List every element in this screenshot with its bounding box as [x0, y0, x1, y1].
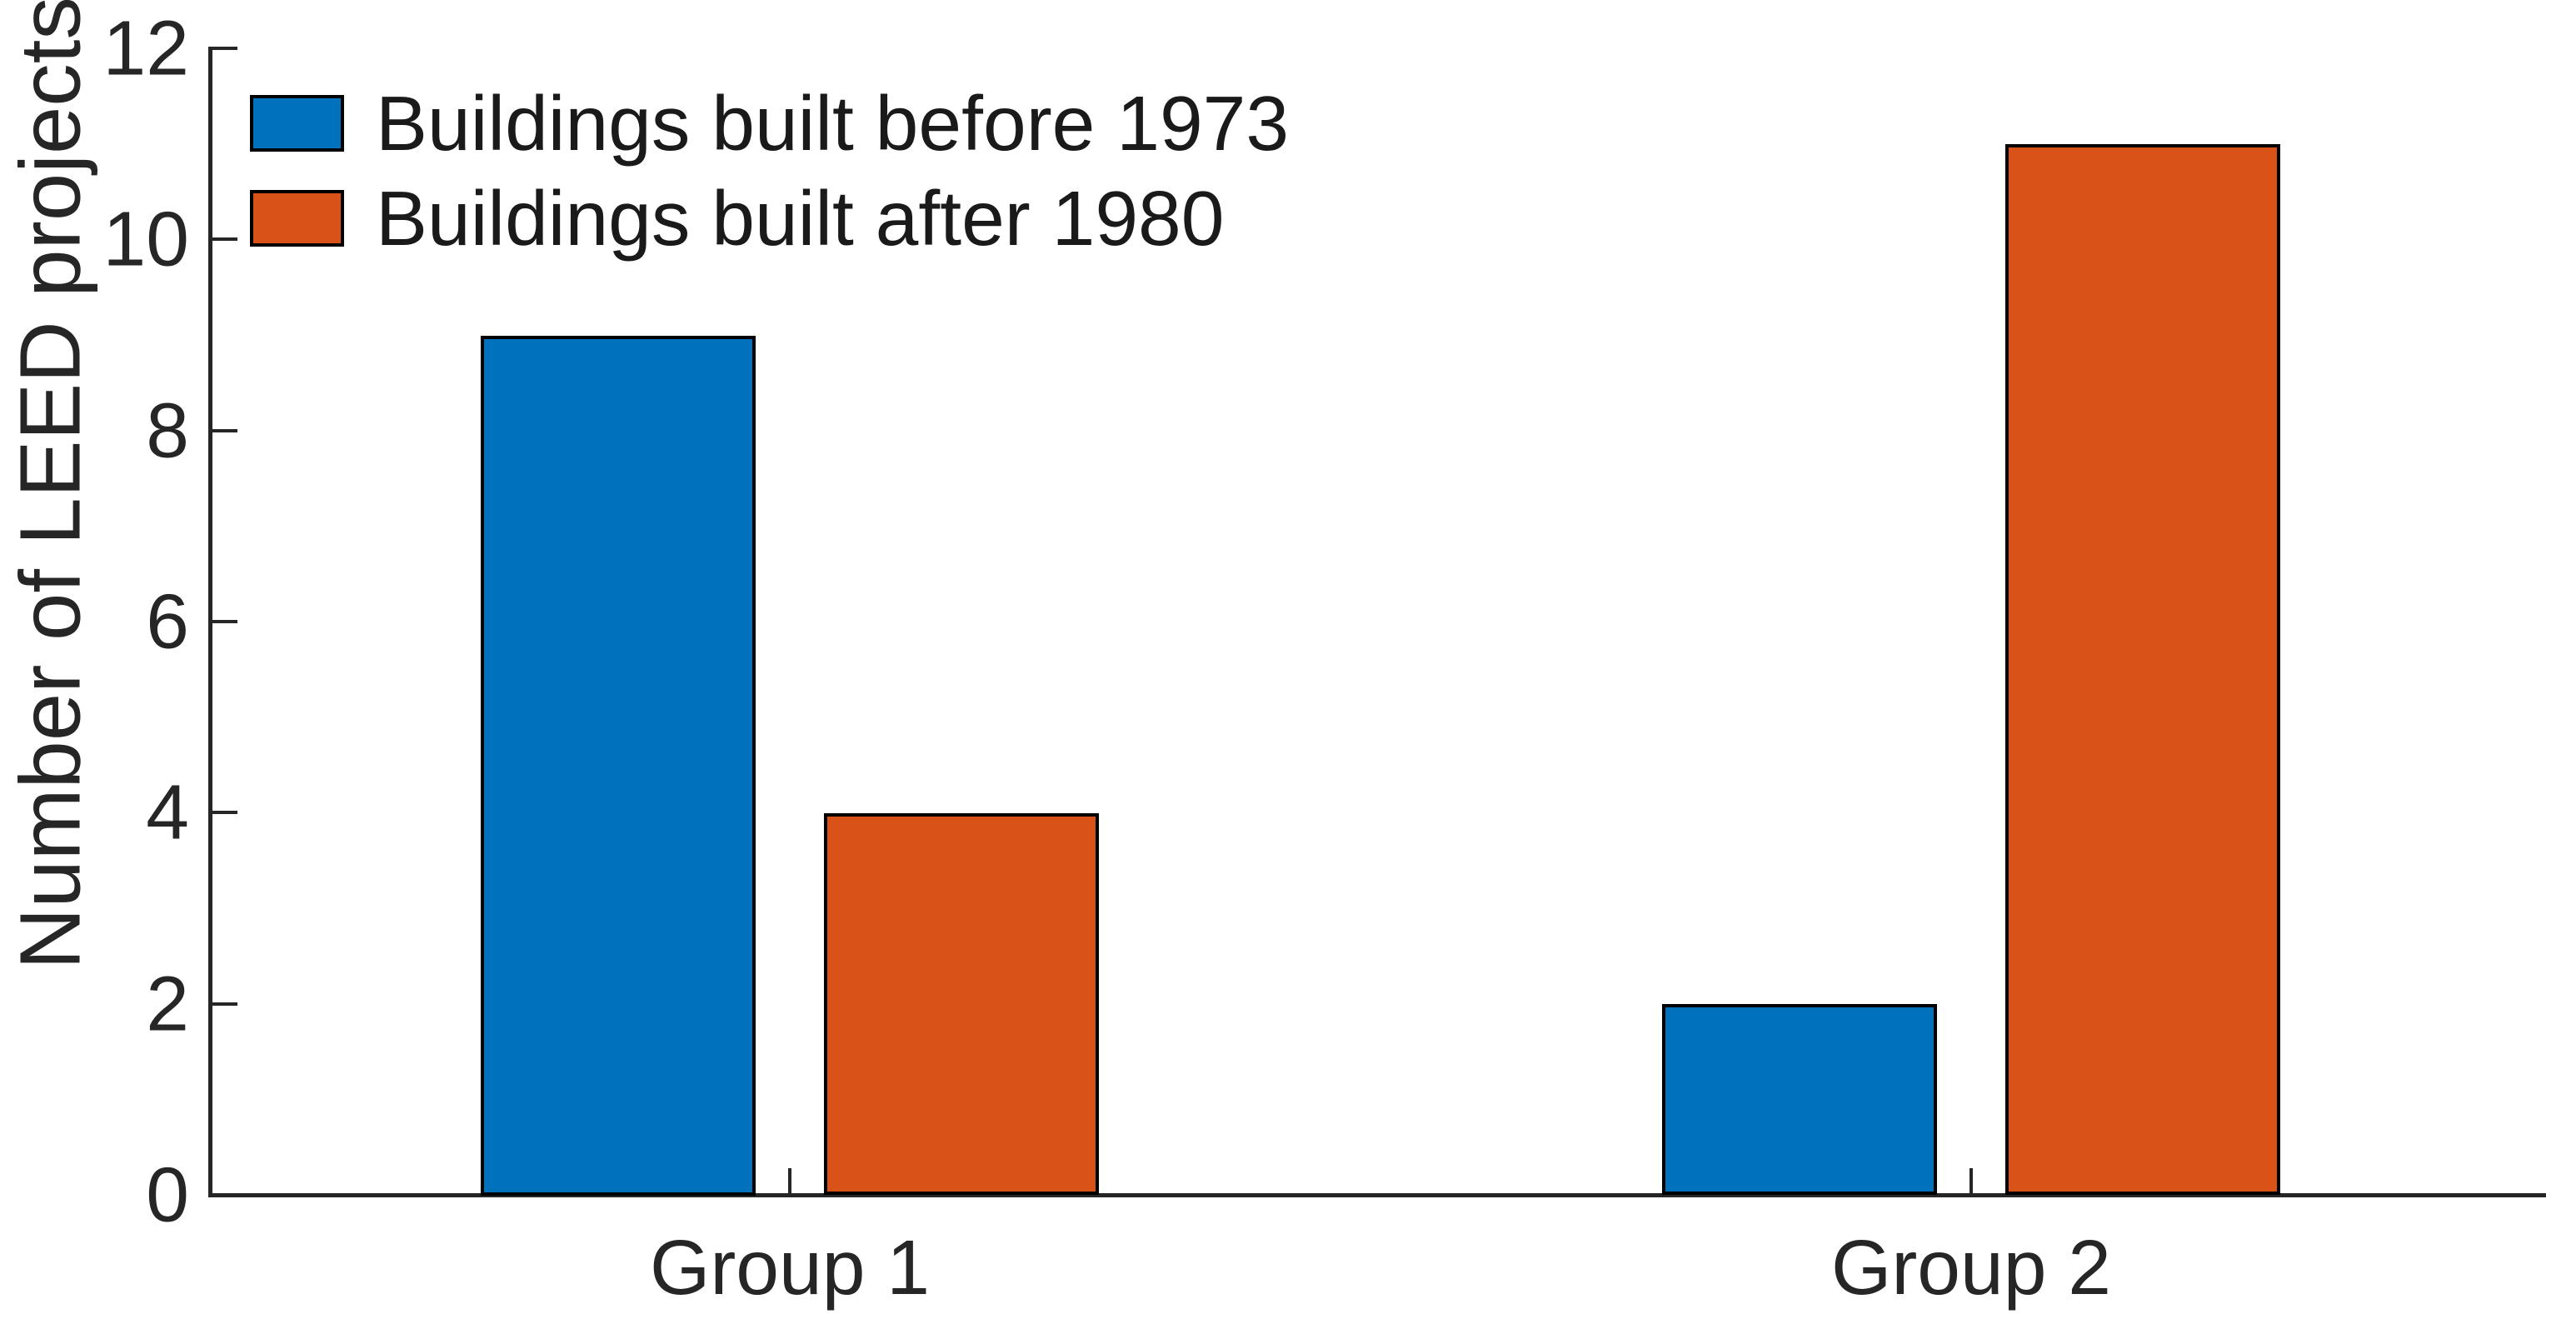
y-tick — [212, 237, 237, 242]
y-axis-line — [208, 47, 212, 1197]
y-tick-label: 6 — [146, 577, 189, 665]
y-tick — [212, 1002, 237, 1006]
legend-label: Buildings built before 1973 — [376, 79, 1290, 167]
y-tick-label: 2 — [146, 960, 189, 1047]
legend-item: Buildings built before 1973 — [250, 84, 1289, 162]
y-tick — [212, 811, 237, 815]
x-tick — [788, 1168, 791, 1193]
y-tick — [212, 620, 237, 623]
legend-label: Buildings built after 1980 — [376, 174, 1225, 262]
x-tick-label: Group 1 — [649, 1224, 931, 1311]
y-tick-label: 4 — [146, 768, 189, 856]
bar-group1-series1 — [481, 335, 756, 1196]
legend-item: Buildings built after 1980 — [250, 179, 1225, 257]
bar-group2-series2 — [2005, 144, 2280, 1196]
y-tick-label: 8 — [146, 387, 189, 474]
y-tick — [212, 1193, 237, 1197]
bar-group2-series1 — [1662, 1004, 1937, 1196]
legend-swatch — [250, 95, 344, 152]
bar-group1-series2 — [824, 812, 1099, 1196]
x-tick-label: Group 2 — [1830, 1224, 2112, 1311]
y-tick-label: 10 — [102, 195, 189, 282]
y-tick-label: 0 — [146, 1151, 189, 1238]
y-tick — [212, 47, 237, 50]
x-axis-line — [208, 1193, 2546, 1197]
y-tick — [212, 428, 237, 432]
x-tick — [1969, 1168, 1973, 1193]
y-tick-label: 12 — [102, 4, 189, 92]
legend-swatch — [250, 190, 344, 247]
